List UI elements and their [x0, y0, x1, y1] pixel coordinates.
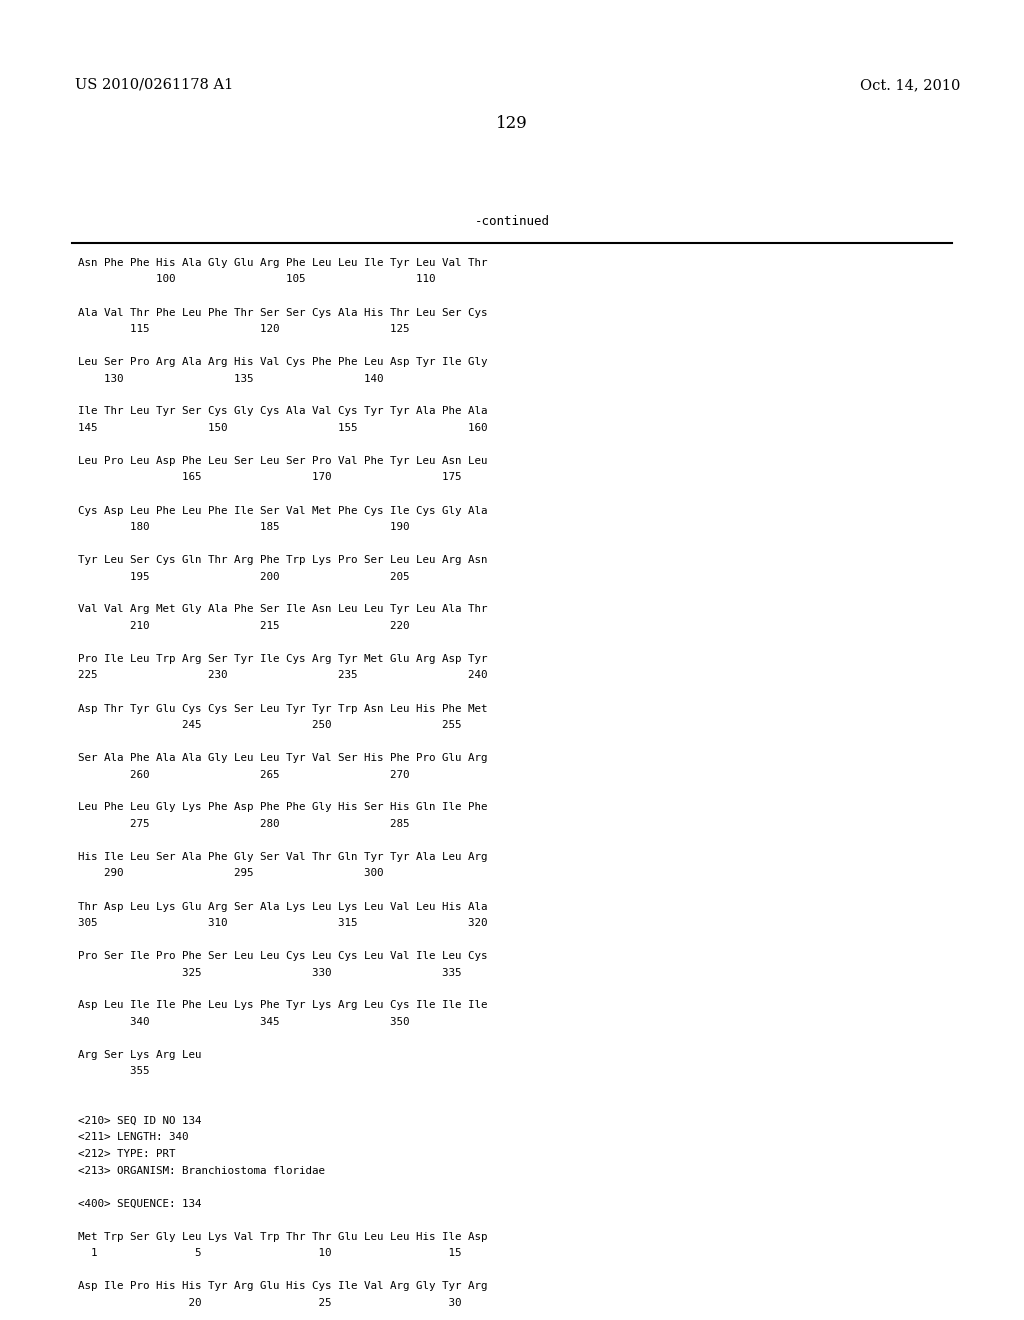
- Text: 195                 200                 205: 195 200 205: [78, 572, 410, 582]
- Text: US 2010/0261178 A1: US 2010/0261178 A1: [75, 78, 233, 92]
- Text: 340                 345                 350: 340 345 350: [78, 1016, 410, 1027]
- Text: 245                 250                 255: 245 250 255: [78, 719, 462, 730]
- Text: Ser Ala Phe Ala Ala Gly Leu Leu Tyr Val Ser His Phe Pro Glu Arg: Ser Ala Phe Ala Ala Gly Leu Leu Tyr Val …: [78, 752, 487, 763]
- Text: 145                 150                 155                 160: 145 150 155 160: [78, 422, 487, 433]
- Text: 165                 170                 175: 165 170 175: [78, 473, 462, 483]
- Text: 260                 265                 270: 260 265 270: [78, 770, 410, 780]
- Text: 225                 230                 235                 240: 225 230 235 240: [78, 671, 487, 681]
- Text: <213> ORGANISM: Branchiostoma floridae: <213> ORGANISM: Branchiostoma floridae: [78, 1166, 325, 1176]
- Text: 290                 295                 300: 290 295 300: [78, 869, 384, 879]
- Text: 355: 355: [78, 1067, 150, 1077]
- Text: Tyr Leu Ser Cys Gln Thr Arg Phe Trp Lys Pro Ser Leu Leu Arg Asn: Tyr Leu Ser Cys Gln Thr Arg Phe Trp Lys …: [78, 554, 487, 565]
- Text: 20                  25                  30: 20 25 30: [78, 1298, 462, 1308]
- Text: 275                 280                 285: 275 280 285: [78, 818, 410, 829]
- Text: Asp Leu Ile Ile Phe Leu Lys Phe Tyr Lys Arg Leu Cys Ile Ile Ile: Asp Leu Ile Ile Phe Leu Lys Phe Tyr Lys …: [78, 1001, 487, 1011]
- Text: Cys Asp Leu Phe Leu Phe Ile Ser Val Met Phe Cys Ile Cys Gly Ala: Cys Asp Leu Phe Leu Phe Ile Ser Val Met …: [78, 506, 487, 516]
- Text: Leu Pro Leu Asp Phe Leu Ser Leu Ser Pro Val Phe Tyr Leu Asn Leu: Leu Pro Leu Asp Phe Leu Ser Leu Ser Pro …: [78, 455, 487, 466]
- Text: 210                 215                 220: 210 215 220: [78, 620, 410, 631]
- Text: 325                 330                 335: 325 330 335: [78, 968, 462, 978]
- Text: Oct. 14, 2010: Oct. 14, 2010: [859, 78, 961, 92]
- Text: Val Val Arg Met Gly Ala Phe Ser Ile Asn Leu Leu Tyr Leu Ala Thr: Val Val Arg Met Gly Ala Phe Ser Ile Asn …: [78, 605, 487, 615]
- Text: <210> SEQ ID NO 134: <210> SEQ ID NO 134: [78, 1115, 202, 1126]
- Text: Asp Ile Pro His His Tyr Arg Glu His Cys Ile Val Arg Gly Tyr Arg: Asp Ile Pro His His Tyr Arg Glu His Cys …: [78, 1280, 487, 1291]
- Text: <400> SEQUENCE: 134: <400> SEQUENCE: 134: [78, 1199, 202, 1209]
- Text: 1               5                  10                  15: 1 5 10 15: [78, 1247, 462, 1258]
- Text: Met Trp Ser Gly Leu Lys Val Trp Thr Thr Glu Leu Leu His Ile Asp: Met Trp Ser Gly Leu Lys Val Trp Thr Thr …: [78, 1232, 487, 1242]
- Text: 130                 135                 140: 130 135 140: [78, 374, 384, 384]
- Text: Thr Asp Leu Lys Glu Arg Ser Ala Lys Leu Lys Leu Val Leu His Ala: Thr Asp Leu Lys Glu Arg Ser Ala Lys Leu …: [78, 902, 487, 912]
- Text: 180                 185                 190: 180 185 190: [78, 521, 410, 532]
- Text: 100                 105                 110: 100 105 110: [78, 275, 435, 285]
- Text: <212> TYPE: PRT: <212> TYPE: PRT: [78, 1148, 175, 1159]
- Text: Ile Thr Leu Tyr Ser Cys Gly Cys Ala Val Cys Tyr Tyr Ala Phe Ala: Ile Thr Leu Tyr Ser Cys Gly Cys Ala Val …: [78, 407, 487, 417]
- Text: 129: 129: [496, 115, 528, 132]
- Text: His Ile Leu Ser Ala Phe Gly Ser Val Thr Gln Tyr Tyr Ala Leu Arg: His Ile Leu Ser Ala Phe Gly Ser Val Thr …: [78, 851, 487, 862]
- Text: -continued: -continued: [474, 215, 550, 228]
- Text: Leu Phe Leu Gly Lys Phe Asp Phe Phe Gly His Ser His Gln Ile Phe: Leu Phe Leu Gly Lys Phe Asp Phe Phe Gly …: [78, 803, 487, 813]
- Text: 305                 310                 315                 320: 305 310 315 320: [78, 917, 487, 928]
- Text: Pro Ser Ile Pro Phe Ser Leu Leu Cys Leu Cys Leu Val Ile Leu Cys: Pro Ser Ile Pro Phe Ser Leu Leu Cys Leu …: [78, 950, 487, 961]
- Text: <211> LENGTH: 340: <211> LENGTH: 340: [78, 1133, 188, 1143]
- Text: Asp Thr Tyr Glu Cys Cys Ser Leu Tyr Tyr Trp Asn Leu His Phe Met: Asp Thr Tyr Glu Cys Cys Ser Leu Tyr Tyr …: [78, 704, 487, 714]
- Text: Leu Ser Pro Arg Ala Arg His Val Cys Phe Phe Leu Asp Tyr Ile Gly: Leu Ser Pro Arg Ala Arg His Val Cys Phe …: [78, 356, 487, 367]
- Text: Pro Ile Leu Trp Arg Ser Tyr Ile Cys Arg Tyr Met Glu Arg Asp Tyr: Pro Ile Leu Trp Arg Ser Tyr Ile Cys Arg …: [78, 653, 487, 664]
- Text: 115                 120                 125: 115 120 125: [78, 323, 410, 334]
- Text: Asn Phe Phe His Ala Gly Glu Arg Phe Leu Leu Ile Tyr Leu Val Thr: Asn Phe Phe His Ala Gly Glu Arg Phe Leu …: [78, 257, 487, 268]
- Text: Arg Ser Lys Arg Leu: Arg Ser Lys Arg Leu: [78, 1049, 202, 1060]
- Text: Ala Val Thr Phe Leu Phe Thr Ser Ser Cys Ala His Thr Leu Ser Cys: Ala Val Thr Phe Leu Phe Thr Ser Ser Cys …: [78, 308, 487, 318]
